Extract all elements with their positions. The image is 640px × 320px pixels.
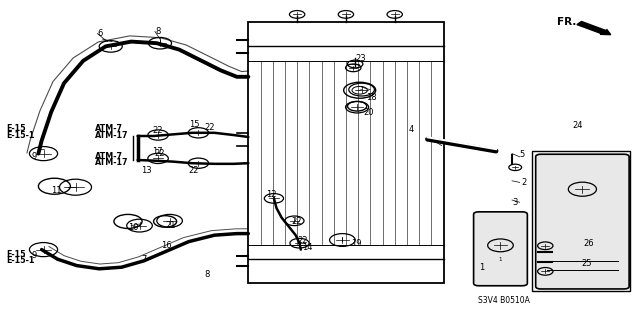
Bar	[532, 151, 630, 291]
Text: 11: 11	[51, 186, 61, 195]
Text: 9: 9	[32, 252, 37, 260]
Text: 22: 22	[298, 236, 308, 245]
Text: 22: 22	[189, 166, 199, 175]
Text: ATM-7: ATM-7	[95, 124, 123, 133]
Text: 22: 22	[291, 217, 301, 226]
Text: 9: 9	[32, 152, 37, 161]
Text: 4: 4	[408, 125, 413, 134]
Text: ATM-17: ATM-17	[95, 131, 128, 140]
Text: 22: 22	[152, 126, 163, 135]
Text: ATM-17: ATM-17	[95, 158, 128, 167]
Text: E-15: E-15	[6, 250, 26, 259]
FancyBboxPatch shape	[474, 212, 527, 286]
Text: 12: 12	[266, 190, 276, 199]
Text: 17: 17	[152, 147, 163, 156]
Text: 23: 23	[355, 54, 366, 63]
Text: 26: 26	[584, 239, 595, 248]
Text: 1: 1	[479, 263, 484, 272]
Text: 1: 1	[499, 257, 502, 262]
FancyArrow shape	[577, 21, 611, 35]
Text: 3: 3	[512, 198, 517, 207]
Text: 22: 22	[155, 149, 165, 158]
Text: 14: 14	[302, 243, 312, 252]
Text: FR.: FR.	[557, 17, 576, 28]
Text: 21: 21	[165, 221, 175, 230]
Text: 8: 8	[205, 270, 210, 279]
Text: S3V4 B0510A: S3V4 B0510A	[478, 296, 531, 305]
Text: 24: 24	[573, 121, 583, 130]
Text: 5: 5	[520, 150, 525, 159]
Text: ATM-7: ATM-7	[95, 152, 123, 161]
Text: 20: 20	[364, 108, 374, 117]
Text: 8: 8	[155, 27, 160, 36]
Text: 19: 19	[351, 239, 361, 248]
Text: E-15: E-15	[6, 124, 26, 133]
Text: 22: 22	[205, 124, 215, 132]
Text: 6: 6	[97, 29, 102, 38]
Text: 18: 18	[366, 93, 377, 102]
Text: 25: 25	[581, 259, 591, 268]
Text: 16: 16	[161, 241, 172, 250]
Text: 10: 10	[128, 223, 138, 232]
Text: 7: 7	[141, 255, 146, 264]
FancyBboxPatch shape	[536, 154, 629, 289]
Text: E-15-1: E-15-1	[6, 256, 35, 265]
Bar	[248, 22, 444, 283]
Text: 13: 13	[141, 166, 152, 175]
Text: 2: 2	[522, 178, 527, 187]
Text: E-15-1: E-15-1	[6, 131, 35, 140]
Text: 15: 15	[189, 120, 199, 129]
